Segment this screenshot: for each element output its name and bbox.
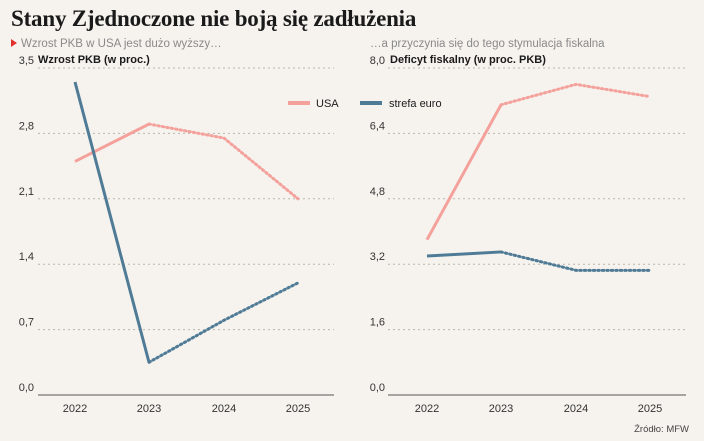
deficit-xtick-2023: 2023 xyxy=(489,403,513,415)
source-note: Źródło: MFW xyxy=(634,424,689,435)
growth-series-euro-forecast xyxy=(147,281,300,364)
growth-ytick-2: 1,4 xyxy=(19,251,34,263)
deficit-ytick-4: 6,4 xyxy=(370,120,385,132)
subtitle-left-text: Wzrost PKB w USA jest dużo wyższy… xyxy=(21,38,222,50)
deficit-xtick-2024: 2024 xyxy=(564,403,588,415)
deficit-series-usa-actual xyxy=(425,104,503,241)
deficit-ytick-2: 3,2 xyxy=(370,251,385,263)
subtitle-left: Wzrost PKB w USA jest dużo wyższy… xyxy=(11,38,222,50)
growth-ytick-4: 2,8 xyxy=(19,120,34,132)
growth-ytick-0: 0,0 xyxy=(19,382,34,394)
growth-xtick-2023: 2023 xyxy=(137,403,161,415)
deficit-ytick-5: 8,0 xyxy=(370,55,385,67)
growth-xtick-2024: 2024 xyxy=(212,403,236,415)
growth-ytick-1: 0,7 xyxy=(19,317,34,329)
deficit-ytick-3: 4,8 xyxy=(370,186,385,198)
growth-series-usa-forecast xyxy=(147,122,300,201)
deficit-xtick-2022: 2022 xyxy=(415,403,439,415)
deficit-ytick-0: 0,0 xyxy=(370,382,385,394)
deficit-series-usa-forecast xyxy=(499,82,652,107)
growth-ytick-5: 3,5 xyxy=(19,55,34,67)
page-title: Stany Zjednoczone nie boją się zadłużeni… xyxy=(11,6,417,31)
legend-label-euro: strefa euro xyxy=(389,98,442,110)
growth-xtick-2022: 2022 xyxy=(63,403,87,415)
growth-series-euro-actual xyxy=(73,81,151,363)
growth-ytick-3: 2,1 xyxy=(19,186,34,198)
deficit-ylabel: Deficyt fiskalny (w proc. PKB) xyxy=(390,54,546,66)
subtitle-right: …a przyczynia się do tego stymulacja fis… xyxy=(370,38,605,50)
growth-series-usa-actual xyxy=(74,122,150,163)
deficit-series-euro-forecast xyxy=(499,250,652,272)
triangle-marker-icon xyxy=(11,39,17,47)
deficit-ytick-1: 1,6 xyxy=(370,317,385,329)
growth-ylabel: Wzrost PKB (w proc.) xyxy=(38,54,150,66)
deficit-xtick-2025: 2025 xyxy=(638,403,662,415)
deficit-series-euro-actual xyxy=(426,250,502,258)
growth-xtick-2025: 2025 xyxy=(286,403,310,415)
legend-label-usa: USA xyxy=(316,98,339,110)
